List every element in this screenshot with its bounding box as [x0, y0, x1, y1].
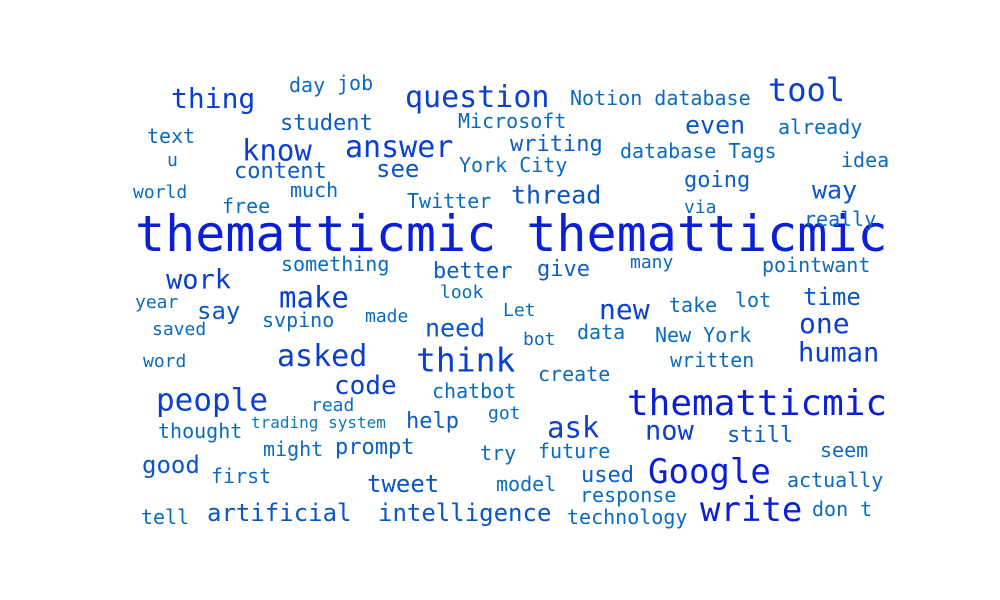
word-create: create	[538, 362, 611, 386]
word-bot: bot	[523, 329, 556, 350]
word-see: see	[376, 155, 420, 183]
word-code: code	[334, 371, 397, 401]
word-response: response	[580, 483, 677, 507]
word-first: first	[211, 464, 272, 488]
word-asked: asked	[277, 339, 368, 374]
word-saved: saved	[152, 319, 207, 340]
word-idea: idea	[841, 148, 890, 172]
word-give: give	[537, 257, 590, 282]
word-look: look	[440, 282, 484, 303]
word-even: even	[685, 110, 746, 140]
word-job: job	[337, 71, 374, 95]
word-lot: lot	[735, 288, 772, 312]
word-already: already	[778, 115, 863, 139]
word-still: still	[727, 423, 794, 448]
word-one: one	[799, 307, 850, 340]
word-chatbot: chatbot	[432, 379, 517, 403]
word-think: think	[416, 340, 516, 380]
word-dont: don t	[812, 497, 873, 521]
word-word: word	[143, 351, 187, 372]
word-thought: thought	[158, 419, 243, 443]
word-writing: writing	[510, 132, 603, 157]
word-answer: answer	[345, 130, 454, 165]
word-used: used	[581, 463, 634, 488]
word-content: content	[234, 159, 327, 184]
word-write: write	[700, 490, 803, 530]
word-year: year	[135, 292, 179, 313]
word-future: future	[538, 439, 611, 463]
word-let: Let	[503, 300, 536, 321]
word-york-city: York City	[459, 153, 568, 177]
word-text: text	[147, 124, 196, 148]
word-world: world	[133, 182, 188, 203]
word-many: many	[630, 252, 674, 273]
word-human: human	[798, 337, 880, 369]
word-intelligence: intelligence	[378, 499, 552, 527]
word-twitter: Twitter	[407, 189, 492, 213]
word-tweet: tweet	[367, 470, 440, 498]
word-time: time	[803, 283, 861, 311]
word-pointwant: pointwant	[762, 253, 871, 277]
word-might: might	[263, 437, 324, 461]
word-tool: tool	[768, 71, 846, 109]
word-people: people	[156, 382, 268, 419]
word-u: u	[167, 150, 178, 171]
word-need: need	[425, 313, 486, 343]
word-really: really	[804, 207, 877, 231]
word-made: made	[365, 306, 409, 327]
word-google: Google	[648, 452, 771, 492]
word-via: via	[684, 197, 717, 218]
word-microsoft: Microsoft	[458, 109, 567, 133]
word-big-2: thematticmic	[627, 383, 888, 424]
word-actually: actually	[787, 468, 884, 492]
word-going: going	[684, 168, 751, 193]
word-got: got	[488, 403, 521, 424]
word-artificial: artificial	[207, 499, 352, 527]
word-try: try	[480, 441, 517, 465]
word-now: now	[645, 415, 694, 447]
word-new: new	[599, 293, 650, 326]
word-ask: ask	[547, 410, 600, 445]
word-technology: technology	[567, 505, 688, 529]
word-take: take	[669, 293, 718, 317]
word-svpino: svpino	[262, 308, 335, 332]
word-make: make	[279, 280, 349, 315]
word-seem: seem	[820, 438, 869, 462]
word-trading-system: trading system	[251, 413, 386, 432]
word-database-tags: database Tags	[620, 139, 777, 163]
word-free: free	[222, 194, 271, 218]
word-question: question	[405, 80, 550, 115]
word-way: way	[812, 175, 858, 205]
word-help: help	[406, 409, 459, 434]
word-better: better	[433, 259, 513, 284]
word-student: student	[280, 111, 373, 136]
word-new-york: New York	[655, 323, 752, 347]
word-data: data	[577, 320, 626, 344]
word-say: say	[197, 297, 241, 325]
word-written: written	[670, 348, 755, 372]
word-read: read	[311, 395, 355, 416]
word-work: work	[166, 264, 232, 296]
word-good: good	[142, 451, 200, 479]
word-model: model	[496, 472, 557, 496]
word-notion-database: Notion database	[570, 86, 751, 110]
word-something: something	[281, 252, 390, 276]
word-day: day	[289, 73, 326, 97]
word-prompt: prompt	[335, 435, 415, 460]
word-thing: thing	[171, 82, 256, 115]
word-big-1: thematticmic thematticmic	[135, 205, 888, 263]
word-tell: tell	[141, 505, 190, 529]
word-much: much	[290, 178, 339, 202]
word-know: know	[242, 133, 312, 168]
word-thread: thread	[511, 180, 602, 210]
